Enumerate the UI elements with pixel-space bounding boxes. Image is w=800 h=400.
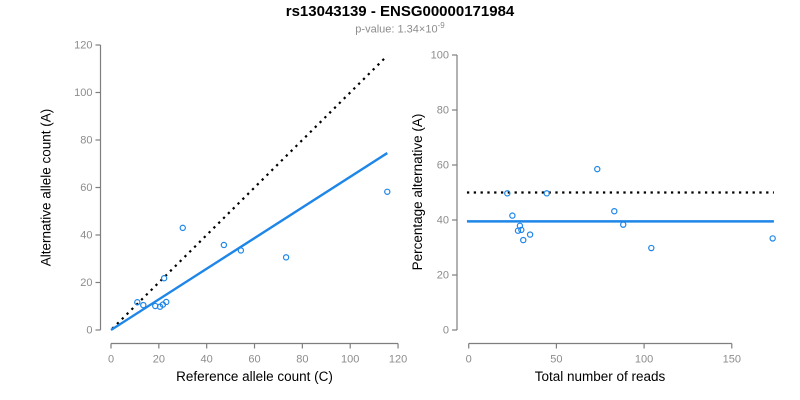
data-point	[160, 275, 168, 282]
data-point	[179, 224, 186, 232]
y-tick-label: 40	[437, 215, 449, 227]
data-point	[543, 190, 550, 197]
data-point	[526, 231, 534, 238]
x-tick-label: 100	[635, 354, 653, 366]
data-point	[504, 190, 511, 197]
data-point	[237, 247, 245, 254]
data-point	[134, 299, 141, 306]
y-tick-label: 20	[437, 270, 449, 282]
y-tick-label: 40	[80, 230, 92, 242]
x-tick-label: 120	[389, 354, 407, 366]
y-tick-label: 120	[74, 40, 92, 52]
x-tick-label: 20	[153, 354, 165, 366]
x-tick-label: 60	[248, 354, 260, 366]
data-point	[514, 227, 522, 234]
y-axis-label: Percentage alternative (A)	[410, 114, 425, 271]
y-tick-label: 0	[86, 325, 92, 337]
pvalue-mantissa: 1.34×10	[397, 23, 438, 36]
data-point	[282, 254, 290, 261]
data-point	[648, 244, 655, 252]
data-point	[220, 241, 228, 249]
y-tick-label: 60	[437, 160, 449, 172]
data-point	[520, 236, 527, 244]
x-tick-label: 0	[466, 354, 472, 366]
y-tick-label: 80	[80, 135, 92, 147]
y-tick-label: 60	[80, 182, 92, 194]
identity-line	[111, 54, 389, 330]
y-tick-label: 0	[443, 325, 449, 337]
data-point	[769, 235, 776, 242]
pvalue-prefix: p-value:	[355, 23, 398, 36]
x-tick-label: 100	[341, 354, 359, 366]
regression-line	[110, 152, 388, 332]
x-tick-label: 50	[550, 354, 562, 366]
chart-title: rs13043139 - ENSG00000171984	[285, 3, 515, 20]
y-tick-label: 80	[437, 105, 449, 117]
y-tick-label: 20	[80, 277, 92, 289]
x-axis-label: Reference allele count (C)	[176, 369, 333, 384]
data-point	[384, 188, 391, 195]
data-point	[140, 301, 147, 309]
data-point	[509, 212, 516, 219]
data-point	[611, 207, 618, 215]
data-point	[518, 226, 525, 234]
pvalue-exponent: -9	[437, 21, 445, 30]
chart-subtitle: p-value: 1.34×10-9	[0, 21, 800, 36]
percentage-alternative-panel: 0 20 40 60 80 100 0 50 100 150 Total number of rea…	[410, 50, 776, 384]
x-tick-label: 0	[108, 354, 114, 366]
data-point	[620, 221, 627, 228]
y-tick-label: 100	[431, 50, 449, 62]
x-axis-label: Total number of reads	[535, 369, 666, 384]
data-point	[163, 298, 170, 306]
data-point	[594, 165, 601, 173]
y-tick-label: 100	[74, 87, 92, 99]
x-tick-label: 40	[201, 354, 213, 366]
allele-counts-panel: 0 20 40 60 80 100 120 0 20 40 60 80 100 120 Reference …	[39, 40, 408, 385]
x-tick-label: 80	[296, 354, 308, 366]
y-axis-label: Alternative allele count (A)	[39, 109, 54, 267]
x-tick-label: 150	[723, 354, 741, 366]
